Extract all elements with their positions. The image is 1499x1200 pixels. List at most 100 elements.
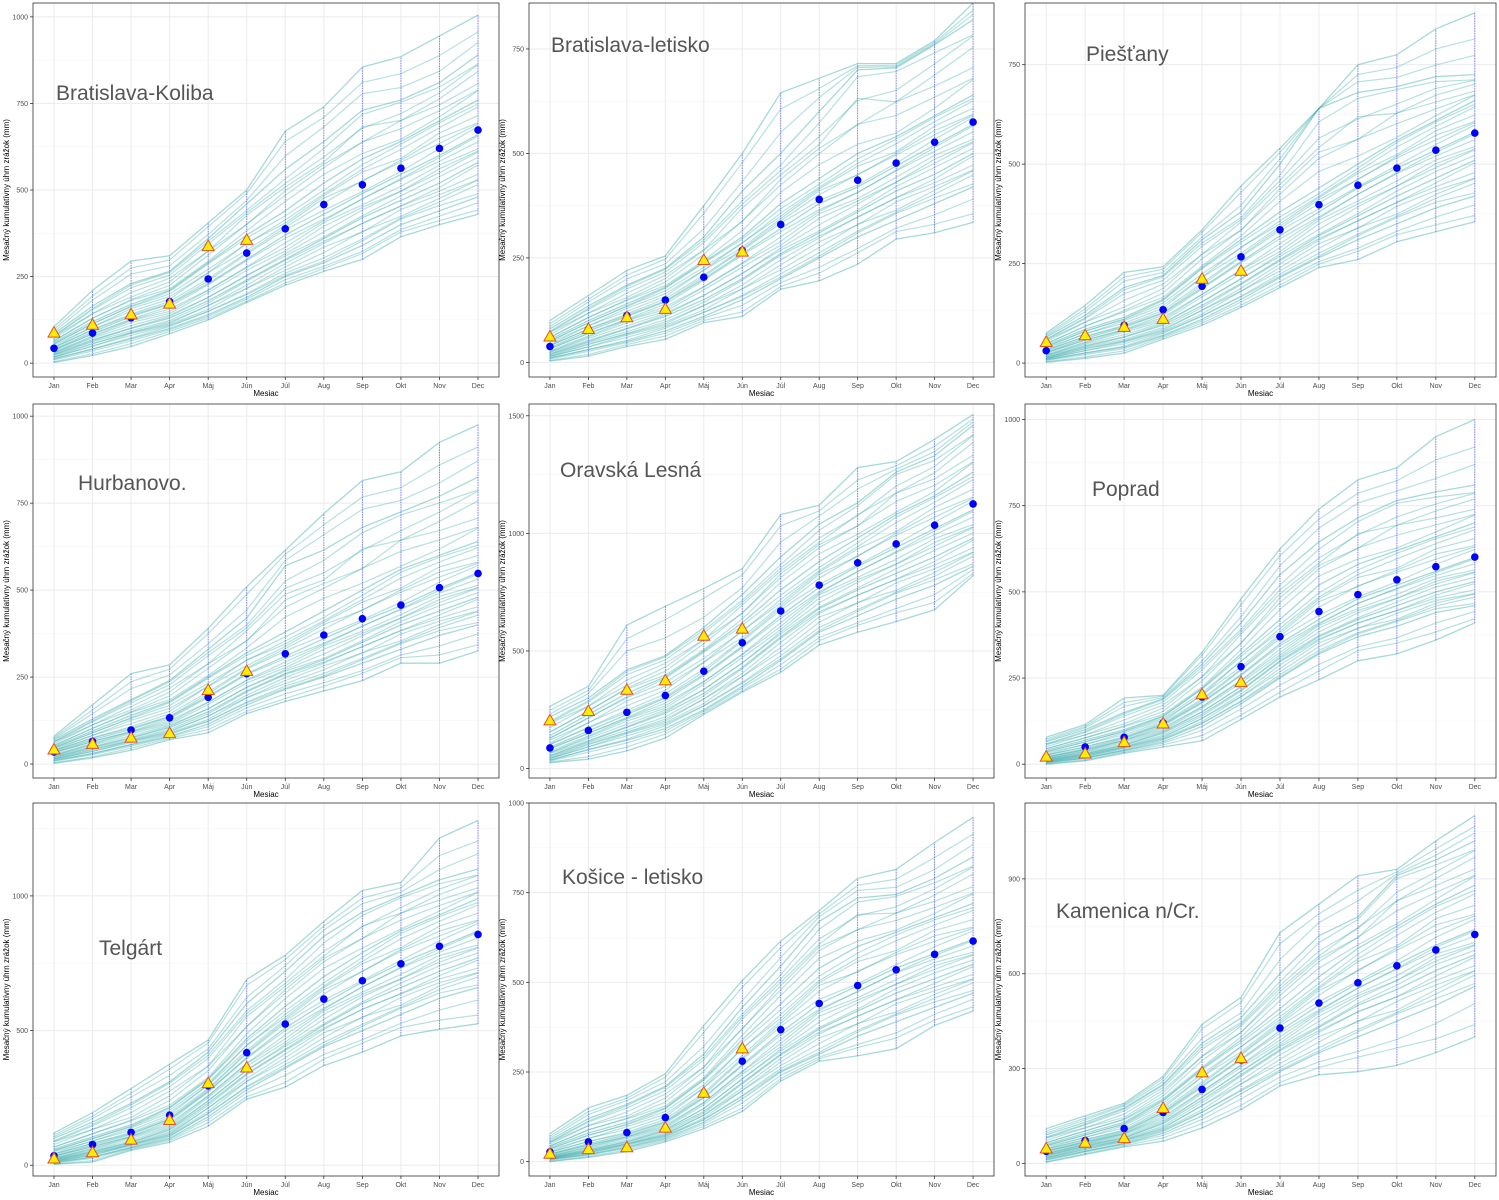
ensemble-member-line <box>549 1006 974 1162</box>
plot-border <box>32 802 500 1177</box>
current-year-point <box>1156 1101 1170 1114</box>
observed-mean-point <box>1393 961 1401 970</box>
ensemble-member-line <box>1045 94 1476 345</box>
plot-border <box>32 403 500 779</box>
station-title: Telgárt <box>99 937 162 960</box>
ensemble-member-line <box>549 488 974 741</box>
ensemble-member-line <box>1046 548 1476 756</box>
ensemble-member-line <box>549 551 974 759</box>
ensemble-member-line <box>53 922 479 1155</box>
series-ensemble-q25 <box>549 963 974 1158</box>
series-ensemble-q75 <box>549 471 974 737</box>
ensemble-member-line <box>1046 944 1475 1155</box>
ensemble-member-line <box>1045 94 1476 345</box>
station-title: Poprad <box>1092 478 1160 501</box>
x-tick-label: Mar <box>125 383 138 390</box>
x-tick-label: Dec <box>967 383 980 390</box>
y-tick-label: 750 <box>512 46 524 53</box>
series-ensemble-q75 <box>1045 99 1476 346</box>
y-axis-title: Mesačný kumulatívny úhrn zrážok (mm) <box>994 520 1003 662</box>
series-ensemble-max <box>549 3 974 322</box>
x-tick-label: Jan <box>544 784 555 791</box>
plot-background <box>33 803 499 1176</box>
ensemble-member-line <box>1046 546 1475 756</box>
ensemble-member-line <box>1045 124 1476 351</box>
x-tick-label: Apr <box>1158 784 1170 791</box>
ensemble-member-line <box>549 940 974 1155</box>
current-year-point <box>124 307 138 320</box>
ensemble-member-line <box>549 35 974 333</box>
x-tick-label: Okt <box>891 1182 902 1189</box>
ensemble-member-line <box>53 947 479 1160</box>
y-tick-label: 250 <box>16 274 28 281</box>
series-ensemble-max <box>53 424 479 737</box>
series-ensemble-min <box>53 650 479 765</box>
ensemble-member-line <box>53 106 479 345</box>
ensemble-member-line <box>1046 214 1475 363</box>
x-tick-label: Jan <box>544 1182 555 1189</box>
observed-mean-point <box>1393 164 1401 172</box>
series-ensemble-min <box>549 221 974 362</box>
ensemble-member-line <box>1046 589 1475 762</box>
x-tick-label: Feb <box>1079 784 1091 791</box>
y-axis-title: Mesačný kumulatívny úhrn zrážok (mm) <box>994 119 1003 261</box>
y-axis-title: Mesačný kumulatívny úhrn zrážok (mm) <box>2 520 11 662</box>
observed-mean-point <box>242 249 251 257</box>
ensemble-member-line <box>549 97 974 342</box>
current-year-point <box>1117 319 1131 332</box>
ensemble-member-line <box>53 901 479 1152</box>
current-year-point <box>696 1085 711 1098</box>
ensemble-member-line <box>1046 913 1475 1150</box>
ensemble-member-line <box>549 479 974 739</box>
ensemble-member-line <box>549 107 974 344</box>
ensemble-member-line <box>53 123 479 349</box>
current-year-point <box>1195 1065 1209 1078</box>
current-year-point <box>543 713 557 726</box>
observed-mean-point <box>1198 282 1206 291</box>
x-tick-label: Júl <box>776 784 785 791</box>
ensemble-member-line <box>549 9 974 325</box>
current-year-point <box>543 329 557 342</box>
ensemble-member-line <box>549 421 974 715</box>
ensemble-member-line <box>53 840 479 1136</box>
current-year-point <box>124 730 138 743</box>
x-tick-label: Nov <box>1430 1182 1443 1189</box>
x-tick-label: Sep <box>356 784 369 791</box>
ensemble-member-line <box>1045 120 1476 351</box>
ensemble-member-line <box>1046 1024 1476 1163</box>
x-tick-label: Jan <box>48 784 59 791</box>
x-tick-label: Sep <box>851 383 864 390</box>
ensemble-member-line <box>549 147 974 354</box>
x-tick-label: Júl <box>776 383 785 390</box>
series-ensemble-upper <box>549 424 974 718</box>
ensemble-member-line <box>549 926 974 1153</box>
y-tick-label: 1000 <box>1004 417 1020 424</box>
ensemble-lines <box>549 414 974 764</box>
ensemble-member-line <box>549 418 974 711</box>
plot-border <box>1024 403 1497 779</box>
x-tick-label: Júl <box>776 1182 785 1189</box>
ensemble-lines <box>53 819 479 1166</box>
x-tick-label: Mar <box>125 784 138 791</box>
x-tick-label: Jún <box>737 1182 748 1189</box>
observed-mean-point <box>165 714 174 722</box>
observed-mean-point <box>1354 979 1362 987</box>
x-tick-label: Feb <box>582 383 594 390</box>
observed-mean-point <box>623 708 631 717</box>
series-ensemble-max <box>53 14 479 328</box>
current-year-point <box>201 239 216 252</box>
observed-mean-point <box>474 126 482 134</box>
ensemble-member-line <box>549 496 974 744</box>
current-year-point <box>735 621 750 634</box>
x-tick-label: Aug <box>1313 383 1326 390</box>
y-tick-label: 750 <box>16 501 28 508</box>
current-year-point <box>696 252 711 265</box>
ensemble-member-line <box>53 610 479 760</box>
y-tick-label: 0 <box>1016 361 1020 368</box>
y-tick-label: 1000 <box>508 531 524 538</box>
series-ensemble-median <box>1046 928 1476 1152</box>
series-ensemble-q25 <box>549 152 974 355</box>
ensemble-member-line <box>53 64 479 337</box>
ensemble-member-line <box>1046 944 1476 1155</box>
x-tick-label: Mar <box>125 1182 138 1189</box>
